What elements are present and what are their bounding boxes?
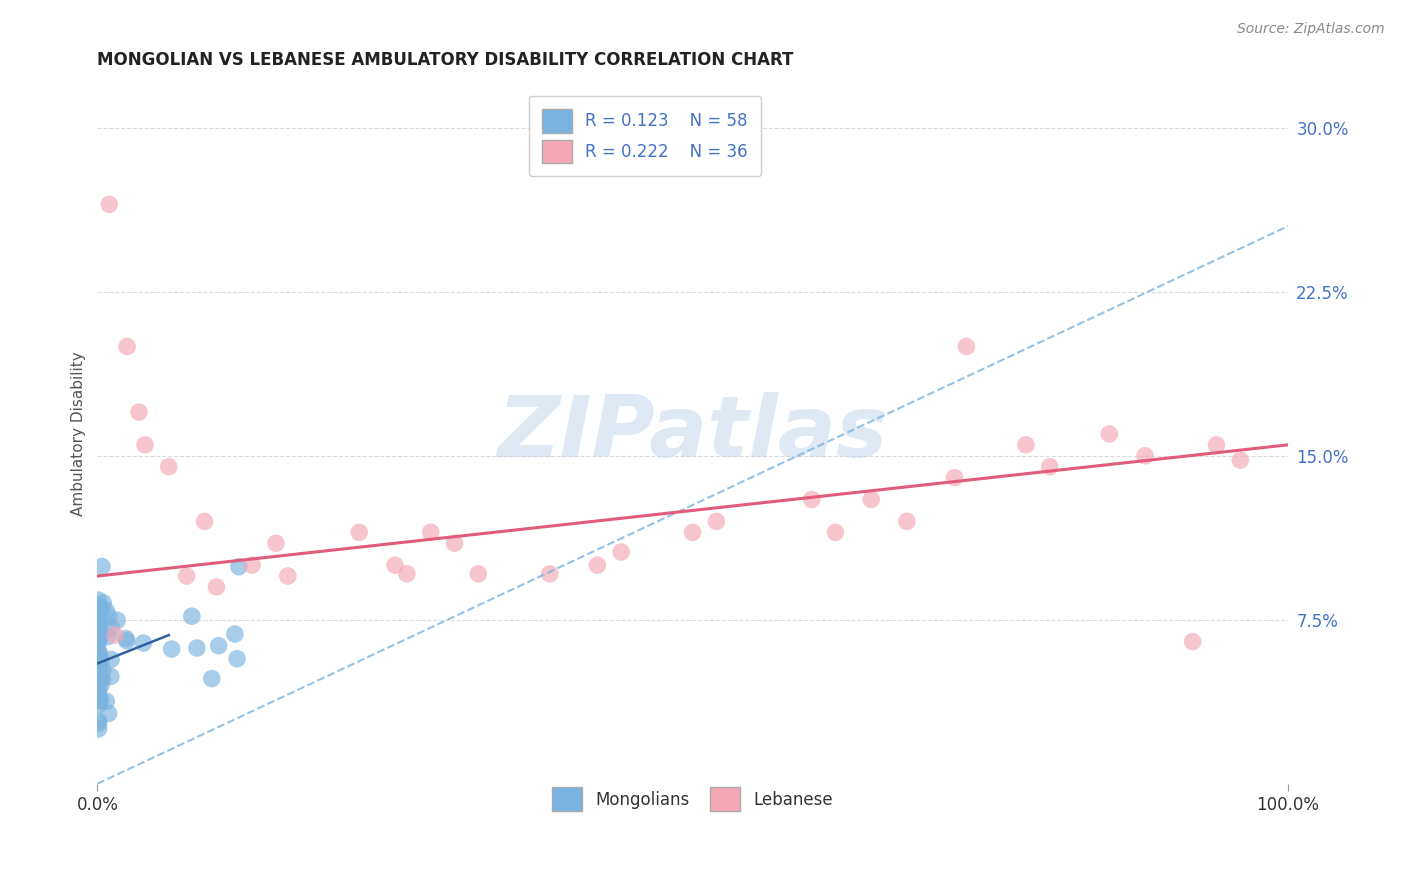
Point [91, 663, 114, 677]
Point [96, 603, 118, 617]
Point [97, 706, 120, 721]
Point [87, 633, 110, 648]
Point [90, 693, 112, 707]
Point [91, 596, 114, 610]
Point [87, 629, 110, 643]
Point [896, 515, 918, 529]
Point [90, 615, 112, 630]
Point [87, 626, 110, 640]
Point [180, 609, 202, 624]
Text: MONGOLIAN VS LEBANESE AMBULATORY DISABILITY CORRELATION CHART: MONGOLIAN VS LEBANESE AMBULATORY DISABIL… [97, 51, 794, 69]
Point [264, 536, 287, 550]
Point [87, 673, 110, 688]
Legend: Mongolians, Lebanese: Mongolians, Lebanese [538, 774, 846, 824]
Point [90, 673, 112, 687]
Point [89, 660, 111, 674]
Point [91, 559, 114, 574]
Point [87, 698, 110, 712]
Point [1039, 459, 1062, 474]
Point [610, 545, 633, 559]
Point [419, 525, 441, 540]
Point [706, 515, 728, 529]
Point [277, 569, 299, 583]
Point [87, 593, 110, 607]
Point [115, 339, 138, 353]
Text: Source: ZipAtlas.com: Source: ZipAtlas.com [1237, 22, 1385, 37]
Point [132, 636, 155, 650]
Point [800, 492, 823, 507]
Point [89, 603, 111, 617]
Point [100, 621, 122, 635]
Point [90, 678, 112, 692]
Point [943, 470, 966, 484]
Point [157, 459, 180, 474]
Point [100, 652, 122, 666]
Point [89, 648, 111, 662]
Point [87, 646, 110, 660]
Point [443, 536, 465, 550]
Point [128, 405, 150, 419]
Point [87, 612, 110, 626]
Point [87, 683, 110, 698]
Point [87, 686, 110, 700]
Point [87, 645, 110, 659]
Point [208, 639, 231, 653]
Point [467, 566, 489, 581]
Point [87, 617, 110, 632]
Point [824, 525, 846, 540]
Point [1098, 426, 1121, 441]
Point [115, 632, 138, 646]
Point [226, 651, 249, 665]
Point [860, 492, 883, 507]
Point [115, 633, 138, 648]
Point [87, 609, 110, 624]
Point [682, 525, 704, 540]
Point [160, 642, 183, 657]
Point [96, 694, 118, 708]
Point [97, 609, 120, 624]
Point [176, 569, 198, 583]
Point [87, 635, 110, 649]
Point [90, 629, 112, 643]
Point [87, 655, 110, 669]
Point [186, 640, 208, 655]
Point [224, 627, 246, 641]
Point [87, 658, 110, 673]
Text: ZIPatlas: ZIPatlas [498, 392, 887, 475]
Point [395, 566, 418, 581]
Point [104, 628, 127, 642]
Point [134, 438, 156, 452]
Point [87, 716, 110, 731]
Point [87, 619, 110, 633]
Point [90, 653, 112, 667]
Point [201, 672, 224, 686]
Y-axis label: Ambulatory Disability: Ambulatory Disability [72, 351, 86, 516]
Point [1133, 449, 1156, 463]
Point [97, 629, 120, 643]
Point [105, 613, 128, 627]
Point [384, 558, 406, 573]
Point [1205, 438, 1227, 452]
Point [91, 673, 114, 687]
Point [87, 599, 110, 613]
Point [205, 580, 228, 594]
Point [89, 651, 111, 665]
Point [100, 669, 122, 683]
Point [538, 566, 561, 581]
Point [90, 603, 112, 617]
Point [955, 339, 977, 353]
Point [586, 558, 609, 573]
Point [98, 197, 121, 211]
Point [1181, 634, 1204, 648]
Point [228, 559, 250, 574]
Point [1015, 438, 1038, 452]
Point [193, 515, 215, 529]
Point [87, 694, 110, 708]
Point [240, 558, 263, 573]
Point [1229, 453, 1251, 467]
Point [87, 714, 110, 728]
Point [349, 525, 371, 540]
Point [87, 722, 110, 736]
Point [87, 601, 110, 615]
